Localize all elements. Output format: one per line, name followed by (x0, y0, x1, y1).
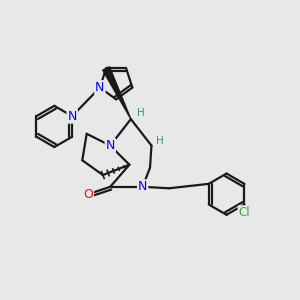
Text: H: H (156, 136, 164, 146)
Text: Cl: Cl (238, 206, 250, 219)
Text: N: N (138, 180, 147, 193)
Text: N: N (95, 81, 105, 94)
Text: N: N (68, 110, 77, 123)
Polygon shape (103, 67, 131, 119)
Text: N: N (106, 139, 115, 152)
Text: O: O (83, 188, 93, 201)
Text: H: H (137, 108, 145, 118)
